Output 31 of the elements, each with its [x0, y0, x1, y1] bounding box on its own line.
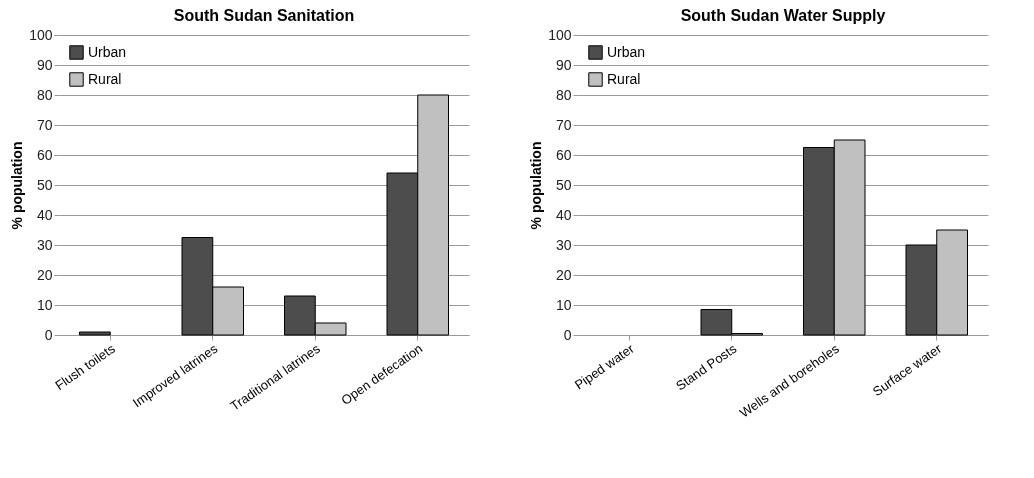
y-tick-label: 90	[555, 56, 572, 73]
y-tick-label: 80	[555, 86, 572, 103]
y-tick-label: 30	[36, 236, 53, 253]
y-tick-label: 0	[44, 326, 53, 343]
y-tick-label: 50	[36, 176, 53, 193]
legend-label: Urban	[88, 43, 127, 60]
y-tick-label: 50	[555, 176, 572, 193]
y-tick-label: 20	[555, 266, 572, 283]
y-tick-label: 40	[36, 206, 53, 223]
y-tick-label: 40	[555, 206, 572, 223]
y-tick-label: 60	[36, 146, 53, 163]
y-tick-label: 70	[555, 116, 572, 133]
y-tick-label: 0	[563, 326, 572, 343]
y-tick-label: 90	[36, 56, 53, 73]
y-tick-label: 100	[29, 26, 53, 43]
legend-label: Rural	[88, 70, 122, 87]
y-tick-label: 30	[555, 236, 572, 253]
y-tick-label: 20	[36, 266, 53, 283]
y-tick-label: 80	[36, 86, 53, 103]
y-axis-title: % population	[9, 141, 26, 230]
y-tick-label: 10	[555, 296, 572, 313]
legend-label: Rural	[607, 70, 641, 87]
bar	[79, 331, 111, 336]
y-axis-title: % population	[528, 141, 545, 230]
y-tick-label: 60	[555, 146, 572, 163]
y-tick-label: 10	[36, 296, 53, 313]
y-tick-label: 70	[36, 116, 53, 133]
chart-title: South Sudan Water Supply	[680, 7, 886, 24]
chart-title: South Sudan Sanitation	[173, 7, 355, 24]
legend-label: Urban	[607, 43, 646, 60]
y-tick-label: 100	[548, 26, 572, 43]
